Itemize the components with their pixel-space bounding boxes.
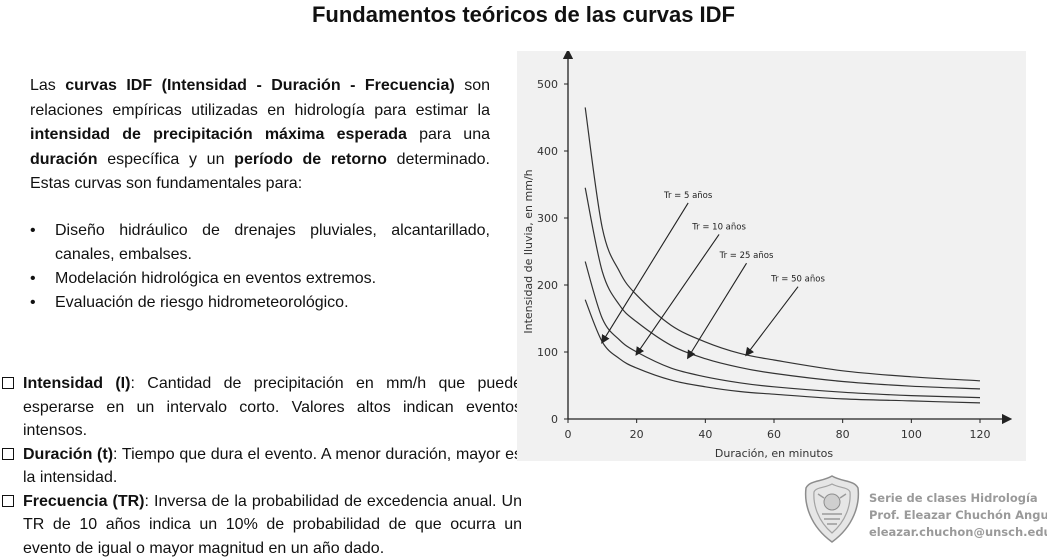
page-title: Fundamentos teóricos de las curvas IDF	[0, 2, 1047, 28]
annotation-label: Tr = 50 años	[770, 275, 825, 285]
annotation-label: Tr = 5 años	[663, 191, 713, 201]
list-item: • Evaluación de riesgo hidrometeorológico…	[30, 291, 490, 315]
footer-professor: Prof. Eleazar Chuchón Angulo	[869, 507, 1047, 524]
bullet-icon: •	[30, 291, 36, 315]
intro-text-4: específica y un	[98, 151, 235, 168]
definition-term: Intensidad (I)	[23, 375, 130, 392]
intro-bold-duracion: duración	[30, 151, 98, 168]
bullet-icon: •	[30, 267, 36, 291]
footer-series: Serie de clases Hidrología	[869, 490, 1047, 507]
list-item: • Modelación hidrológica en eventos extre…	[30, 267, 490, 291]
annotation-arrow	[688, 263, 746, 357]
definition-item: Intensidad (I): Cantidad de precipitació…	[0, 372, 522, 443]
y-tick-label: 0	[551, 413, 558, 426]
annotation-label: Tr = 10 años	[691, 222, 746, 232]
intro-bold-intensidad: intensidad de precipitación máxima esper…	[30, 126, 407, 143]
definition-item: Frecuencia (TR): Inversa de la probabili…	[0, 490, 522, 560]
definitions-list: Intensidad (I): Cantidad de precipitació…	[0, 372, 522, 560]
intro-bold-periodo: período de retorno	[234, 151, 387, 168]
list-item-text: Diseño hidráulico de drenajes pluviales,…	[55, 222, 490, 263]
idf-chart: 0 20 40 60 80 100 120 0 100 200 300 400 500 Duración,…	[517, 51, 1026, 461]
annotation-arrow	[637, 234, 719, 354]
x-tick-label: 100	[901, 428, 922, 441]
applications-list: • Diseño hidráulico de drenajes pluviales…	[30, 219, 490, 315]
annotation-label: Tr = 25 años	[719, 251, 774, 261]
checkbox-square-icon	[2, 377, 14, 389]
definition-item: Duración (t): Tiempo que dura el evento.…	[0, 443, 522, 490]
annotation-arrow	[747, 287, 799, 355]
y-tick-label: 100	[537, 346, 558, 359]
bullet-icon: •	[30, 219, 36, 243]
x-tick-label: 80	[836, 428, 850, 441]
x-tick-label: 120	[970, 428, 991, 441]
intro-text-1: Las	[30, 77, 65, 94]
x-axis-label: Duración, en minutos	[715, 447, 833, 460]
annotation-arrow	[602, 203, 688, 342]
x-tick-label: 0	[565, 428, 572, 441]
list-item-text: Modelación hidrológica en eventos extrem…	[55, 270, 376, 287]
footer-credits: Serie de clases Hidrología Prof. Eleazar…	[869, 490, 1047, 541]
series-line-2	[585, 188, 980, 389]
y-tick-label: 200	[537, 279, 558, 292]
checkbox-square-icon	[2, 448, 14, 460]
university-seal-logo	[804, 474, 860, 544]
series-line-1	[585, 107, 980, 380]
intro-paragraph: Las curvas IDF (Intensidad - Duración - …	[30, 74, 490, 197]
footer-email: eleazar.chuchon@unsch.edu.pe	[869, 524, 1047, 541]
definition-term: Frecuencia (TR)	[23, 493, 145, 510]
intro-bold-idf: curvas IDF (Intensidad - Duración - Frec…	[65, 77, 454, 94]
x-tick-label: 60	[767, 428, 781, 441]
x-tick-label: 20	[630, 428, 644, 441]
definition-term: Duración (t)	[23, 446, 113, 463]
y-tick-label: 300	[537, 212, 558, 225]
intro-text-3: para una	[407, 126, 490, 143]
x-tick-label: 40	[698, 428, 712, 441]
y-tick-label: 500	[537, 78, 558, 91]
checkbox-square-icon	[2, 495, 14, 507]
list-item-text: Evaluación de riesgo hidrometeorológico.	[55, 294, 349, 311]
y-axis-label: Intensidad de lluvia, en mm/h	[522, 169, 535, 333]
y-tick-label: 400	[537, 145, 558, 158]
idf-chart-panel: 0 20 40 60 80 100 120 0 100 200 300 400 500 Duración,…	[517, 51, 1026, 461]
list-item: • Diseño hidráulico de drenajes pluviales…	[30, 219, 490, 267]
